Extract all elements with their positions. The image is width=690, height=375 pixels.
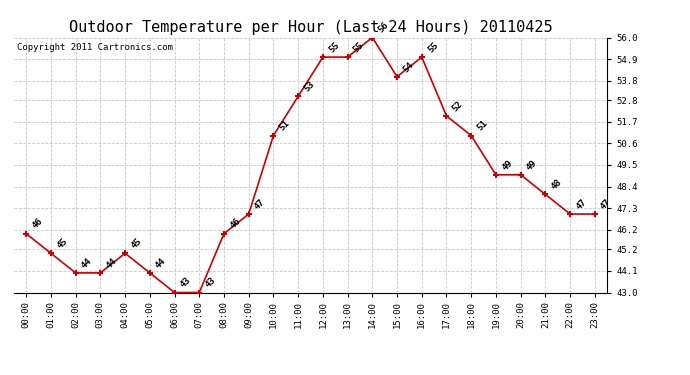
Text: 43: 43: [204, 276, 217, 290]
Text: 51: 51: [277, 119, 292, 133]
Text: 56: 56: [377, 21, 391, 35]
Text: 49: 49: [525, 158, 539, 172]
Text: 49: 49: [500, 158, 514, 172]
Text: 54: 54: [401, 60, 415, 74]
Text: Copyright 2011 Cartronics.com: Copyright 2011 Cartronics.com: [17, 43, 172, 52]
Text: 47: 47: [253, 197, 267, 211]
Text: 46: 46: [30, 217, 44, 231]
Text: 47: 47: [599, 197, 613, 211]
Text: 44: 44: [80, 256, 94, 270]
Text: 55: 55: [426, 40, 440, 54]
Text: 44: 44: [104, 256, 119, 270]
Text: 44: 44: [154, 256, 168, 270]
Text: 46: 46: [228, 217, 242, 231]
Text: 52: 52: [451, 99, 464, 113]
Text: 55: 55: [352, 40, 366, 54]
Text: 48: 48: [549, 178, 564, 192]
Text: 51: 51: [475, 119, 489, 133]
Text: 43: 43: [179, 276, 193, 290]
Text: 55: 55: [327, 40, 341, 54]
Text: 47: 47: [574, 197, 589, 211]
Title: Outdoor Temperature per Hour (Last 24 Hours) 20110425: Outdoor Temperature per Hour (Last 24 Ho…: [69, 20, 552, 35]
Text: 53: 53: [302, 80, 316, 94]
Text: 45: 45: [129, 237, 144, 250]
Text: 45: 45: [55, 237, 69, 250]
